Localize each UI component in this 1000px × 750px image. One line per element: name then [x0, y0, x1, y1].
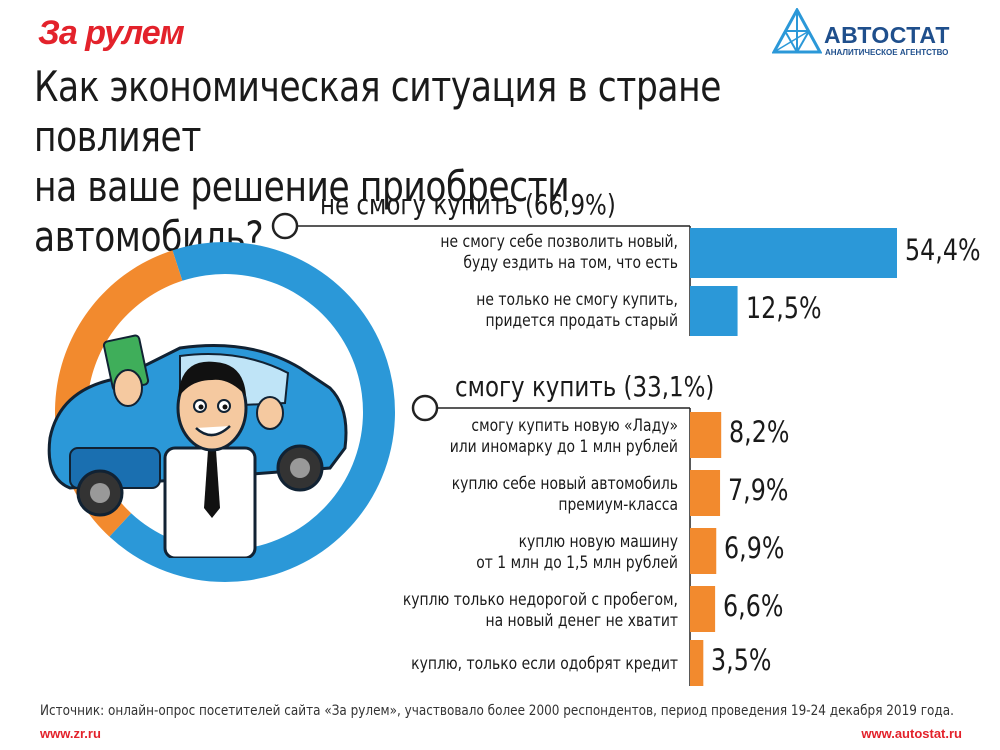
bar-1-2: [690, 528, 717, 574]
bar-value-label: 54,4%: [905, 233, 981, 267]
bar-value-label: 7,9%: [728, 473, 789, 507]
bar-0-1: [690, 286, 738, 336]
bar-1-0: [690, 412, 722, 458]
bar-0-0: [690, 228, 897, 278]
group-marker-circle: [411, 394, 439, 422]
bar-value-label: 6,6%: [723, 589, 784, 623]
bar-label: смогу купить новую «Ладу» или иномарку до…: [449, 416, 678, 457]
bar-label: куплю только недорогой с пробегом, на нов…: [402, 590, 678, 631]
bar-label: куплю себе новый автомобиль премиум-класс…: [451, 474, 678, 515]
bar-value-label: 12,5%: [745, 291, 822, 325]
bar-value-label: 8,2%: [729, 415, 790, 449]
url-zr[interactable]: www.zr.ru: [40, 726, 101, 741]
title-line-1: Как экономическая ситуация в стране повл…: [34, 62, 722, 161]
bar-1-4: [690, 640, 704, 686]
bar-label: куплю, только если одобрят кредит: [411, 654, 678, 674]
group-heading: не смогу купить (66,9%): [320, 188, 616, 221]
bar-label: куплю новую машину от 1 млн до 1,5 млн ру…: [476, 532, 678, 573]
url-autostat[interactable]: www.autostat.ru: [861, 726, 962, 741]
bar-value-label: 6,9%: [724, 531, 785, 565]
source-note: Источник: онлайн-опрос посетителей сайта…: [40, 703, 954, 719]
za-rulem-logo: За рулем: [38, 14, 185, 52]
bar-label: не смогу себе позволить новый, буду ездит…: [440, 232, 678, 273]
group-heading: смогу купить (33,1%): [455, 370, 715, 403]
car-salesman-illustration: [47, 334, 348, 558]
bar-1-3: [690, 586, 716, 632]
group-marker-circle: [271, 212, 299, 240]
page-title: Как экономическая ситуация в стране повл…: [34, 62, 805, 262]
autostat-subtitle: АНАЛИТИЧЕСКОЕ АГЕНТСТВО: [825, 48, 949, 57]
autostat-logo: АВТОСТАТ АНАЛИТИЧЕСКОЕ АГЕНТСТВО: [772, 8, 962, 64]
autostat-name: АВТОСТАТ: [824, 22, 950, 48]
bar-1-1: [690, 470, 721, 516]
bar-value-label: 3,5%: [711, 643, 772, 677]
bar-label: не только не смогу купить, придется прода…: [476, 290, 678, 331]
autostat-emblem-icon: [772, 8, 822, 54]
donut-slice-1: [109, 242, 395, 582]
